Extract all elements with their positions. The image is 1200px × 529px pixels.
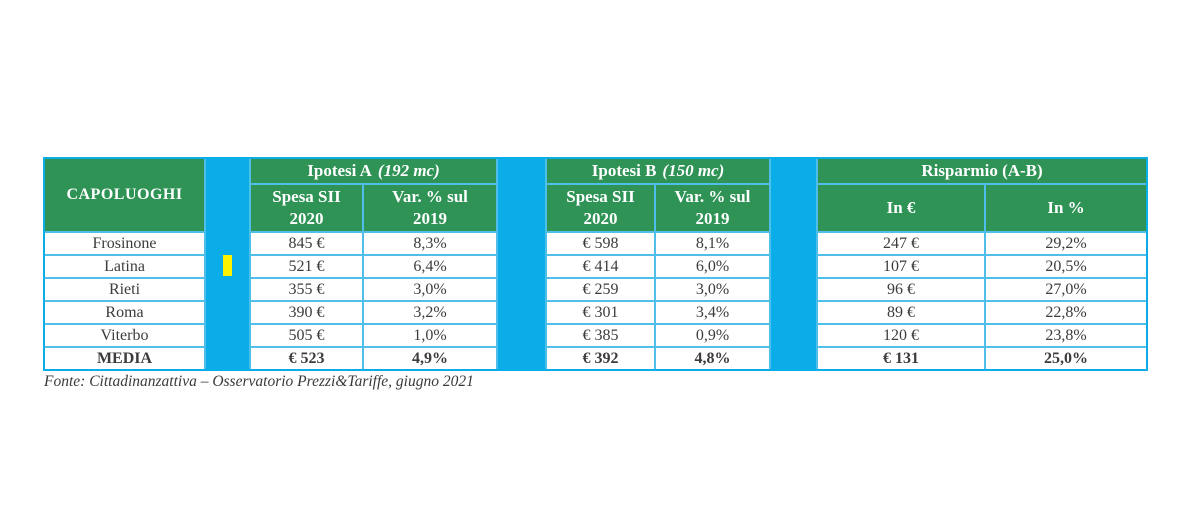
latina-var-a: 6,4% (364, 256, 496, 277)
roma-risparmio-pct: 22,8% (986, 302, 1146, 323)
viterbo-risparmio-eur: 120 € (818, 325, 984, 346)
latina-risparmio-pct: 20,5% (986, 256, 1146, 277)
rieti-var-b: 3,0% (656, 279, 769, 300)
latina-var-b: 6,0% (656, 256, 769, 277)
group-b-unit: (150 mc) (662, 160, 725, 180)
media-var-a: 4,9% (364, 348, 496, 369)
rieti-risparmio-pct: 27,0% (986, 279, 1146, 300)
viterbo-risparmio-pct: 23,8% (986, 325, 1146, 346)
frosinone-risparmio-pct: 29,2% (986, 233, 1146, 254)
col-header-risparmio-pct: In % (986, 185, 1146, 231)
col-header-spesa-b: Spesa SII 2020 (547, 185, 654, 231)
rieti-spesa-a: 355 € (251, 279, 362, 300)
text-cursor-highlight (223, 255, 232, 276)
group-header-ipotesi-b: Ipotesi B (150 mc) (547, 159, 769, 183)
group-header-risparmio: Risparmio (A-B) (818, 159, 1146, 183)
rieti-spesa-b: € 259 (547, 279, 654, 300)
frosinone-var-a: 8,3% (364, 233, 496, 254)
roma-var-a: 3,2% (364, 302, 496, 323)
frosinone-var-b: 8,1% (656, 233, 769, 254)
rieti-risparmio-eur: 96 € (818, 279, 984, 300)
roma-spesa-b: € 301 (547, 302, 654, 323)
row-rieti-label: Rieti (45, 279, 204, 300)
row-latina-label: Latina (45, 256, 204, 277)
media-risparmio-pct: 25,0% (986, 348, 1146, 369)
col-header-spesa-a: Spesa SII 2020 (251, 185, 362, 231)
spacer-column-2 (498, 159, 545, 369)
latina-spesa-a: 521 € (251, 256, 362, 277)
media-spesa-b: € 392 (547, 348, 654, 369)
row-media-label: MEDIA (45, 348, 204, 369)
col-header-var-a: Var. % sul 2019 (364, 185, 496, 231)
viterbo-var-a: 1,0% (364, 325, 496, 346)
group-b-title: Ipotesi B (591, 160, 657, 180)
corner-header-capoluoghi: CAPOLUOGHI (45, 159, 204, 231)
row-frosinone-label: Frosinone (45, 233, 204, 254)
latina-spesa-b: € 414 (547, 256, 654, 277)
frosinone-spesa-a: 845 € (251, 233, 362, 254)
col-header-var-b: Var. % sul 2019 (656, 185, 769, 231)
group-a-title: Ipotesi A (307, 160, 372, 180)
frosinone-spesa-b: € 598 (547, 233, 654, 254)
rieti-var-a: 3,0% (364, 279, 496, 300)
group-a-unit: (192 mc) (377, 160, 440, 180)
roma-risparmio-eur: 89 € (818, 302, 984, 323)
viterbo-spesa-a: 505 € (251, 325, 362, 346)
row-viterbo-label: Viterbo (45, 325, 204, 346)
group-r-title: Risparmio (A-B) (921, 160, 1043, 180)
source-caption: Fonte: Cittadinanzattiva – Osservatorio … (44, 373, 474, 390)
media-risparmio-eur: € 131 (818, 348, 984, 369)
capoluoghi-spesa-table: CAPOLUOGHI Ipotesi A (192 mc) Ipotesi B … (43, 157, 1148, 371)
roma-spesa-a: 390 € (251, 302, 362, 323)
media-var-b: 4,8% (656, 348, 769, 369)
viterbo-spesa-b: € 385 (547, 325, 654, 346)
spacer-column-3 (771, 159, 816, 369)
viterbo-var-b: 0,9% (656, 325, 769, 346)
media-spesa-a: € 523 (251, 348, 362, 369)
frosinone-risparmio-eur: 247 € (818, 233, 984, 254)
row-roma-label: Roma (45, 302, 204, 323)
col-header-risparmio-eur: In € (818, 185, 984, 231)
roma-var-b: 3,4% (656, 302, 769, 323)
latina-risparmio-eur: 107 € (818, 256, 984, 277)
group-header-ipotesi-a: Ipotesi A (192 mc) (251, 159, 496, 183)
